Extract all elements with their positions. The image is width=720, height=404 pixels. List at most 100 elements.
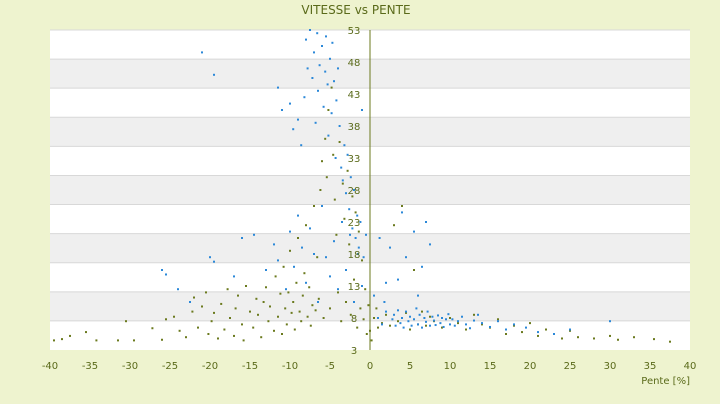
- data-point: [210, 320, 213, 323]
- data-point: [318, 64, 321, 67]
- data-point: [330, 112, 333, 115]
- data-point: [389, 246, 391, 249]
- data-point: [241, 323, 243, 326]
- data-point: [151, 327, 154, 330]
- x-tick-label: -30: [122, 361, 138, 372]
- data-point: [337, 288, 339, 291]
- data-point: [469, 327, 471, 330]
- data-point: [373, 317, 375, 319]
- data-point: [213, 73, 215, 76]
- data-point: [297, 214, 299, 217]
- data-point: [402, 326, 405, 329]
- data-point: [537, 331, 539, 334]
- x-tick-label: -10: [282, 361, 298, 372]
- data-point: [262, 301, 265, 303]
- data-point: [189, 301, 191, 303]
- data-point: [529, 322, 531, 325]
- data-point: [260, 336, 263, 339]
- data-point: [365, 333, 368, 335]
- data-point: [289, 102, 291, 105]
- data-point: [265, 269, 267, 271]
- data-point: [405, 256, 407, 259]
- data-point: [370, 339, 373, 342]
- x-tick-label: 5: [407, 361, 413, 372]
- y-tick-label: 38: [348, 122, 361, 133]
- data-point: [329, 275, 331, 278]
- data-point: [359, 307, 362, 310]
- data-point: [322, 105, 325, 108]
- data-point: [301, 246, 303, 249]
- data-point: [311, 304, 314, 307]
- data-point: [321, 45, 323, 47]
- data-point: [397, 320, 399, 323]
- data-point: [453, 324, 456, 327]
- data-point: [521, 331, 523, 334]
- data-point: [413, 269, 415, 271]
- data-point: [297, 237, 299, 239]
- data-point: [394, 324, 397, 327]
- data-point: [348, 208, 351, 211]
- data-point: [313, 205, 315, 207]
- data-point: [418, 313, 421, 316]
- data-point: [220, 302, 223, 305]
- data-point: [383, 301, 386, 303]
- data-point: [413, 318, 415, 321]
- data-point: [561, 337, 563, 340]
- data-point: [391, 318, 394, 321]
- data-point: [273, 243, 275, 246]
- data-point: [457, 320, 459, 323]
- data-point: [397, 278, 399, 281]
- data-point: [226, 288, 229, 291]
- data-point: [338, 125, 341, 127]
- data-point: [421, 326, 423, 329]
- data-point: [333, 240, 335, 243]
- data-point: [367, 304, 370, 307]
- data-point: [617, 338, 619, 341]
- data-point: [447, 313, 450, 316]
- data-point: [335, 99, 338, 102]
- data-point: [308, 286, 311, 289]
- data-point: [357, 253, 359, 255]
- data-point: [229, 317, 231, 319]
- data-point: [426, 310, 429, 313]
- data-point: [332, 153, 335, 156]
- data-point: [349, 176, 352, 179]
- data-point: [193, 296, 195, 299]
- data-point: [317, 89, 319, 92]
- data-point: [633, 336, 635, 339]
- data-point: [375, 307, 378, 310]
- y-tick-label: 13: [348, 282, 361, 293]
- data-point: [205, 291, 207, 294]
- y-tick-label: 53: [348, 26, 361, 37]
- data-point: [334, 157, 337, 159]
- data-point: [357, 246, 360, 249]
- y-tick-label: 28: [348, 186, 361, 197]
- data-point: [429, 243, 431, 246]
- data-point: [410, 324, 413, 327]
- y-tick-label: 33: [348, 154, 361, 165]
- data-point: [423, 317, 426, 319]
- data-point: [369, 329, 371, 332]
- data-point: [165, 318, 167, 321]
- data-point: [389, 324, 391, 327]
- data-point: [201, 51, 203, 54]
- data-point: [316, 32, 319, 35]
- y-tick-label: 48: [348, 58, 361, 69]
- data-point: [117, 339, 119, 342]
- data-point: [125, 320, 127, 323]
- x-tick-label: 10: [444, 361, 457, 372]
- data-point: [353, 301, 355, 303]
- data-point: [461, 315, 463, 318]
- data-point: [287, 291, 290, 294]
- data-point: [338, 141, 341, 143]
- data-point: [300, 144, 303, 147]
- data-point: [277, 86, 279, 89]
- data-point: [269, 305, 271, 308]
- data-point: [359, 221, 362, 223]
- data-point: [309, 227, 311, 230]
- data-point: [441, 326, 443, 329]
- data-point: [292, 301, 295, 303]
- data-point: [317, 301, 319, 303]
- data-point: [545, 328, 547, 331]
- data-point: [173, 315, 175, 318]
